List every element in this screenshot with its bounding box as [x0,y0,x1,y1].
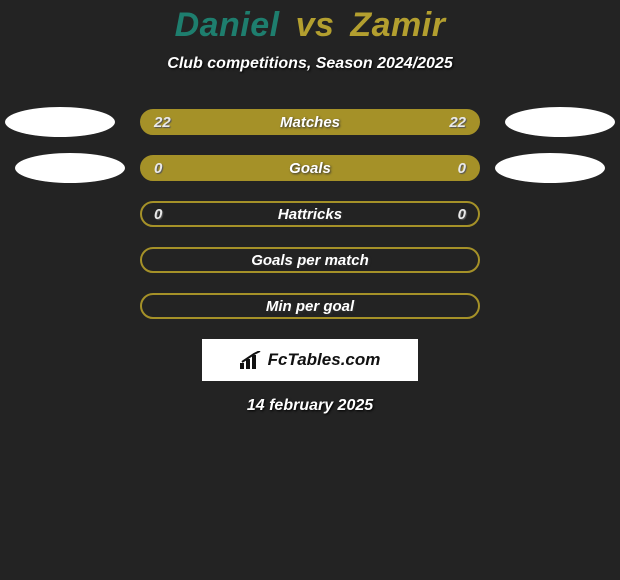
stat-bar: Goals per match [140,247,480,273]
stat-row: Goals per match [0,247,620,273]
stat-label: Hattricks [278,206,342,223]
stat-label: Min per goal [266,298,354,315]
stat-value-right: 0 [458,206,466,223]
chart-icon [240,351,262,369]
stats-container: 22 Matches 22 0 Goals 0 0 Hattricks 0 Goals per m… [0,109,620,319]
player2-club-placeholder [495,153,605,183]
stat-value-left: 0 [154,160,162,177]
stat-row: Min per goal [0,293,620,319]
stat-label: Matches [280,114,340,131]
stat-label: Goals per match [251,252,369,269]
vs-separator: vs [296,6,335,44]
stat-bar: Min per goal [140,293,480,319]
player1-name: Daniel [175,6,280,44]
stat-value-left: 0 [154,206,162,223]
stat-bar: 0 Hattricks 0 [140,201,480,227]
stat-bar: 0 Goals 0 [140,155,480,181]
comparison-card: Daniel vs Zamir Club competitions, Seaso… [0,0,620,415]
stat-row: 0 Goals 0 [0,155,620,181]
stat-value-right: 22 [449,114,466,131]
player2-name: Zamir [350,6,445,44]
stat-row: 22 Matches 22 [0,109,620,135]
brand-text: FcTables.com [268,350,381,370]
player2-avatar-placeholder [505,107,615,137]
stat-value-left: 22 [154,114,171,131]
stat-label: Goals [289,160,331,177]
stat-bar: 22 Matches 22 [140,109,480,135]
date-label: 14 february 2025 [0,397,620,415]
subtitle: Club competitions, Season 2024/2025 [0,55,620,73]
brand-logo[interactable]: FcTables.com [202,339,418,381]
player1-club-placeholder [15,153,125,183]
player1-avatar-placeholder [5,107,115,137]
stat-value-right: 0 [458,160,466,177]
page-title: Daniel vs Zamir [0,6,620,45]
stat-row: 0 Hattricks 0 [0,201,620,227]
